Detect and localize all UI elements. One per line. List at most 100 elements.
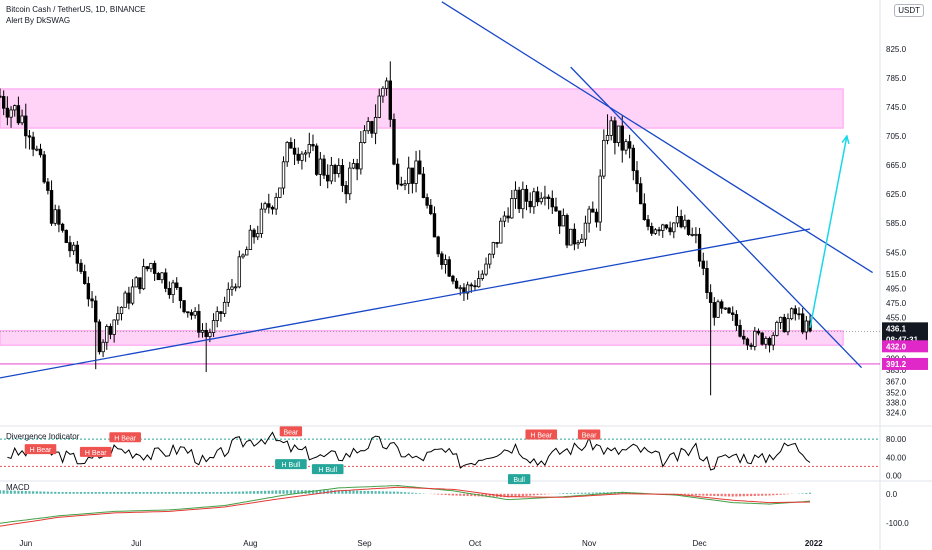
candle-body [572,228,577,245]
candle-body [605,134,610,141]
candle-body [569,228,573,246]
candle-body [657,229,661,232]
macd-histogram-bar [252,491,256,494]
candle-body [491,242,496,255]
candle-body [60,223,65,231]
support-resistance-zones [0,88,880,365]
macd-histogram-bar [400,491,403,494]
macd-histogram-bar [411,492,414,494]
candle-body [731,312,735,315]
currency-button[interactable]: USDT [894,4,924,17]
candle-body [326,174,330,182]
macd-histogram-bar [595,492,598,494]
macd-histogram-bar [79,492,83,494]
candle-body [598,175,602,223]
candle-body [318,158,323,175]
candle-body [329,164,334,182]
candle-body [79,262,83,272]
macd-histogram-bar [61,492,64,494]
macd-histogram-bar [356,490,359,494]
candle-body [182,300,186,313]
candle-body [451,275,455,282]
candle-body [362,130,367,143]
candle-body [580,238,584,243]
candle-body [664,224,669,229]
time-tick-label: Nov [582,539,596,548]
macd-histogram-bar [113,492,116,494]
macd-histogram-bar [234,491,237,494]
candle-body [576,242,580,245]
macd-histogram-bar [212,492,215,494]
trend-line [0,228,811,379]
macd-histogram-bar [135,492,138,494]
macd-histogram-bar [775,493,779,496]
candle-body [392,118,396,165]
candle-body [186,311,190,314]
candle-body [760,332,764,345]
price-label-3-bg [882,357,928,370]
candle-body [627,141,632,149]
macd-histogram-bar [602,492,605,494]
price-tick-label: 352.0 [886,388,907,397]
candle-body [782,316,786,333]
macd-histogram-bar [124,492,127,494]
divergence-label: H Bear [85,450,107,457]
candle-body [27,135,32,138]
macd-histogram-bar [94,492,97,494]
candle-body [502,215,507,222]
candle-body [292,147,297,155]
candle-body [410,167,415,184]
macd-histogram-bar [521,493,524,497]
candle-body [510,198,514,219]
candle-body [690,233,694,236]
candle-body [259,208,264,235]
candle-body [215,311,219,321]
candle-body [727,307,731,314]
macd-histogram-bar [403,492,407,494]
candle-body [86,283,91,300]
divergence-label-bg [79,446,112,457]
macd-histogram-bar [724,493,727,497]
divergence-label: H Bear [30,447,52,454]
macd-histogram-bar [536,493,539,496]
candle-body [348,167,352,195]
candle-body [708,292,713,303]
macd-histogram-bar [68,492,72,494]
macd-histogram-bar [687,493,690,496]
macd-histogram-bar [175,492,178,494]
macd-histogram-bar [381,491,385,494]
candle-body [156,273,161,281]
macd-histogram-bar [345,490,348,494]
candle-body [219,311,223,314]
macd-histogram-bar [808,492,812,494]
candle-body [499,220,503,244]
macd-tick-label: -100.0 [886,519,909,528]
macd-histogram-bar [764,493,767,496]
macd-histogram-bar [562,493,565,494]
candle-body [351,163,356,169]
candle-body [248,229,253,250]
candle-body [395,163,400,185]
macd-histogram-bar [300,490,304,494]
candle-body [432,213,437,238]
candle-body [16,105,21,124]
candle-body [550,198,554,208]
macd-histogram-bar [761,493,764,496]
macd-histogram-bar [6,490,9,494]
price-label-3: 391.2 [886,360,907,369]
candle-body [57,209,61,225]
macd-histogram-bar [588,492,591,494]
macd-histogram-bar [518,493,521,497]
candle-body [532,191,536,208]
candles [0,61,812,396]
candle-body [642,203,647,220]
candle-body [495,242,499,244]
macd-histogram-bar [271,490,274,494]
candle-body [771,334,775,346]
macd-histogram-bar [370,491,373,494]
candle-body [521,188,525,210]
candle-body [105,326,109,343]
macd-histogram-bar [705,493,709,496]
time-tick-label: Oct [469,539,482,548]
macd-histogram-bar [322,490,326,494]
